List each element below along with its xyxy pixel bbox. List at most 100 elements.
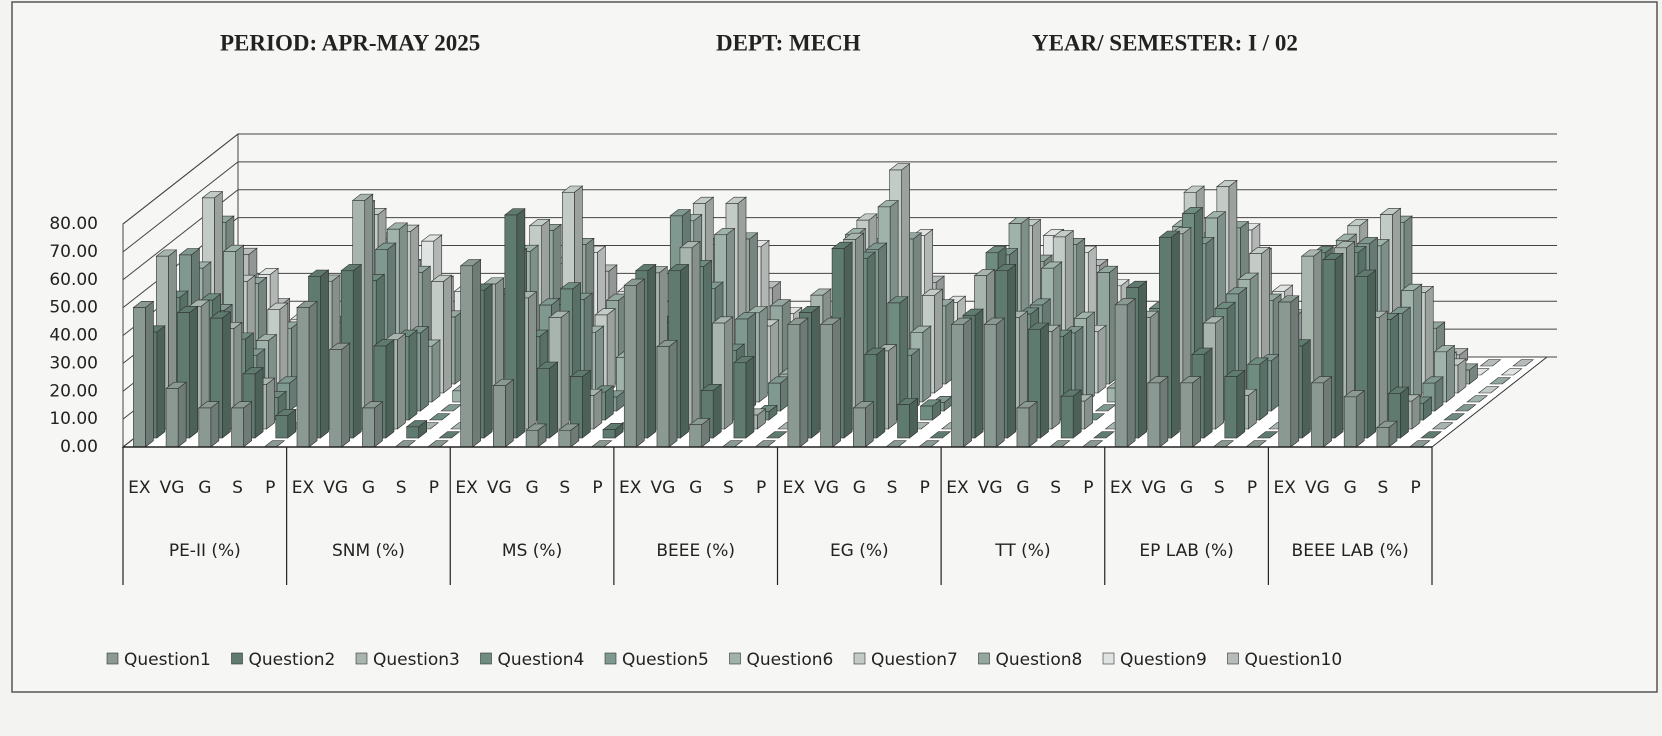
bar — [1147, 382, 1161, 448]
legend-swatch — [853, 652, 866, 665]
bar-side — [1040, 322, 1049, 439]
bar-side — [745, 355, 755, 439]
bar-side — [1007, 263, 1017, 439]
bar — [820, 324, 833, 448]
bar-side — [855, 232, 864, 430]
bar-side — [1334, 252, 1344, 439]
bar — [1114, 304, 1128, 448]
x-tick-label: G — [689, 478, 702, 498]
x-tick-label: S — [723, 478, 734, 498]
bar-side — [1323, 375, 1332, 448]
bar-side — [1413, 283, 1423, 403]
bar-side — [505, 378, 514, 448]
bar — [897, 404, 910, 439]
x-tick-label: S — [396, 478, 407, 498]
x-tick-label: P — [756, 478, 766, 498]
bar-side — [1367, 269, 1377, 439]
bar-side — [156, 325, 166, 439]
chart-caption: YEAR/ SEMESTER: I / 02 — [1032, 30, 1298, 55]
x-tick-label: P — [592, 478, 602, 498]
bar — [1376, 427, 1390, 448]
bar-side — [341, 342, 351, 448]
x-tick-label: S — [887, 478, 898, 498]
bar-top — [1454, 404, 1477, 412]
group-label: EG (%) — [830, 541, 889, 561]
legend-swatch — [978, 652, 990, 665]
bar-side — [865, 401, 874, 448]
bar-side — [995, 317, 1005, 448]
bar-side — [1203, 347, 1213, 439]
bar-side — [1378, 310, 1388, 430]
bar-side — [472, 258, 481, 448]
bar-side — [528, 291, 537, 430]
bar-side — [1072, 389, 1082, 439]
bar-side — [1400, 386, 1409, 439]
bar-top — [1443, 413, 1466, 421]
x-tick-label: G — [853, 478, 866, 498]
x-tick-label: P — [265, 478, 275, 498]
x-tick-label: G — [525, 478, 538, 498]
bar-top — [1479, 359, 1502, 367]
x-tick-label: G — [362, 478, 375, 498]
bar-side — [374, 401, 383, 448]
bar-side — [1028, 401, 1038, 448]
bar-side — [1270, 353, 1280, 412]
y-tick-label: 30.00 — [49, 353, 98, 373]
bar-top — [438, 431, 461, 439]
bar — [787, 324, 801, 448]
legend-swatch — [355, 652, 368, 665]
y-tick-label: 20.00 — [49, 381, 98, 401]
bar-top — [1512, 359, 1535, 367]
bar-side — [397, 332, 406, 430]
legend-swatch — [729, 652, 741, 665]
x-tick-label: VG — [323, 478, 348, 498]
bar — [525, 429, 539, 448]
bar — [733, 362, 747, 439]
bar-side — [581, 369, 591, 439]
bar — [1224, 376, 1238, 439]
y-tick-label: 60.00 — [49, 270, 98, 290]
bar-side — [1290, 295, 1300, 448]
chart-title: PERIOD: APR-MAY 2025 — [220, 30, 480, 55]
bar-side — [876, 347, 886, 439]
x-tick-label: G — [1180, 478, 1193, 498]
bar-top — [765, 431, 788, 439]
y-tick-label: 80.00 — [49, 214, 98, 234]
bar-top — [428, 413, 451, 421]
bar-side — [177, 381, 187, 448]
y-tick-label: 0.00 — [60, 437, 98, 457]
bar — [689, 424, 702, 448]
legend-label: Question1 — [124, 650, 211, 670]
bar — [920, 405, 933, 421]
bar-side — [1097, 324, 1107, 394]
bar-side — [1215, 316, 1224, 430]
bar-side — [934, 288, 943, 394]
legend-label: Question2 — [249, 650, 336, 670]
bar — [1060, 395, 1074, 439]
y-tick-label: 10.00 — [49, 409, 98, 429]
bar — [1180, 382, 1193, 448]
bar-side — [145, 300, 154, 448]
bar — [558, 429, 572, 448]
bar-top — [1466, 395, 1489, 403]
bar — [296, 307, 310, 448]
bar-side — [352, 263, 362, 439]
bar-side — [758, 305, 768, 403]
bar-side — [483, 283, 493, 439]
x-tick-label: P — [1411, 478, 1421, 498]
bar-top — [1477, 386, 1500, 394]
bar — [602, 429, 616, 439]
bar-top — [929, 431, 952, 439]
bar — [1311, 382, 1324, 448]
x-tick-label: EX — [1274, 478, 1297, 498]
bar — [1343, 396, 1357, 448]
bar-side — [811, 305, 820, 439]
bar — [460, 265, 473, 448]
bar-side — [1247, 388, 1257, 430]
x-tick-label: S — [559, 478, 570, 498]
bar-top — [1420, 431, 1443, 439]
x-tick-label: S — [1378, 478, 1389, 498]
bar-side — [647, 263, 657, 439]
x-tick-label: S — [1214, 478, 1225, 498]
x-tick-label: S — [232, 478, 243, 498]
